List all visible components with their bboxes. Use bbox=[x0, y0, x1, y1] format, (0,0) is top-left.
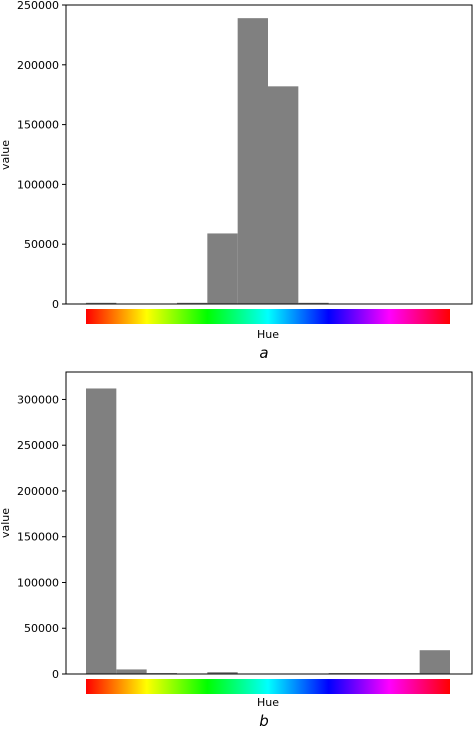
hue-colorbar-a bbox=[86, 309, 450, 324]
y-tick-label-b-6: 300000 bbox=[17, 393, 59, 406]
bars-b bbox=[86, 388, 450, 674]
chart-b: 0 50000 100000 150000 200000 250000 300000 val… bbox=[0, 371, 473, 730]
y-tick-label-b-3: 150000 bbox=[17, 531, 59, 544]
y-tick-label-a-2: 100000 bbox=[17, 178, 59, 191]
bar-a-3 bbox=[177, 302, 208, 304]
hue-colorbar-b bbox=[86, 679, 450, 694]
plot-frame-b bbox=[65, 371, 473, 675]
y-ticks-a: 0 50000 100000 150000 200000 250000 bbox=[17, 0, 66, 311]
bars-a bbox=[86, 18, 329, 304]
y-tick-label-a-4: 200000 bbox=[17, 59, 59, 72]
bar-a-5 bbox=[237, 18, 268, 304]
bar-a-0 bbox=[86, 302, 117, 304]
bar-b-0 bbox=[86, 388, 117, 674]
y-tick-label-b-0: 0 bbox=[52, 668, 59, 681]
x-axis-label-b: Hue bbox=[257, 696, 279, 709]
y-axis-label-a: value bbox=[0, 140, 12, 170]
chart-a: 0 50000 100000 150000 200000 250000 value Hue… bbox=[0, 0, 473, 362]
y-tick-label-b-4: 200000 bbox=[17, 485, 59, 498]
y-tick-label-a-0: 0 bbox=[52, 298, 59, 311]
y-tick-label-a-1: 50000 bbox=[24, 238, 59, 251]
y-tick-label-a-5: 250000 bbox=[17, 0, 59, 12]
bar-a-6 bbox=[268, 86, 299, 304]
y-tick-label-b-1: 50000 bbox=[24, 622, 59, 635]
y-ticks-b: 0 50000 100000 150000 200000 250000 300000 bbox=[17, 393, 66, 681]
bar-b-11 bbox=[419, 650, 450, 674]
caption-b: b bbox=[259, 712, 269, 730]
x-axis-label-a: Hue bbox=[257, 328, 279, 341]
plot-frame-a bbox=[65, 4, 473, 305]
y-tick-label-a-3: 150000 bbox=[17, 119, 59, 132]
y-tick-label-b-5: 250000 bbox=[17, 439, 59, 452]
bar-a-4 bbox=[207, 233, 238, 304]
y-axis-label-b: value bbox=[0, 508, 12, 538]
bar-b-4 bbox=[207, 672, 238, 674]
bar-a-7 bbox=[298, 302, 329, 304]
bar-b-1 bbox=[116, 669, 147, 674]
y-tick-label-b-2: 100000 bbox=[17, 576, 59, 589]
caption-a: a bbox=[259, 344, 268, 362]
